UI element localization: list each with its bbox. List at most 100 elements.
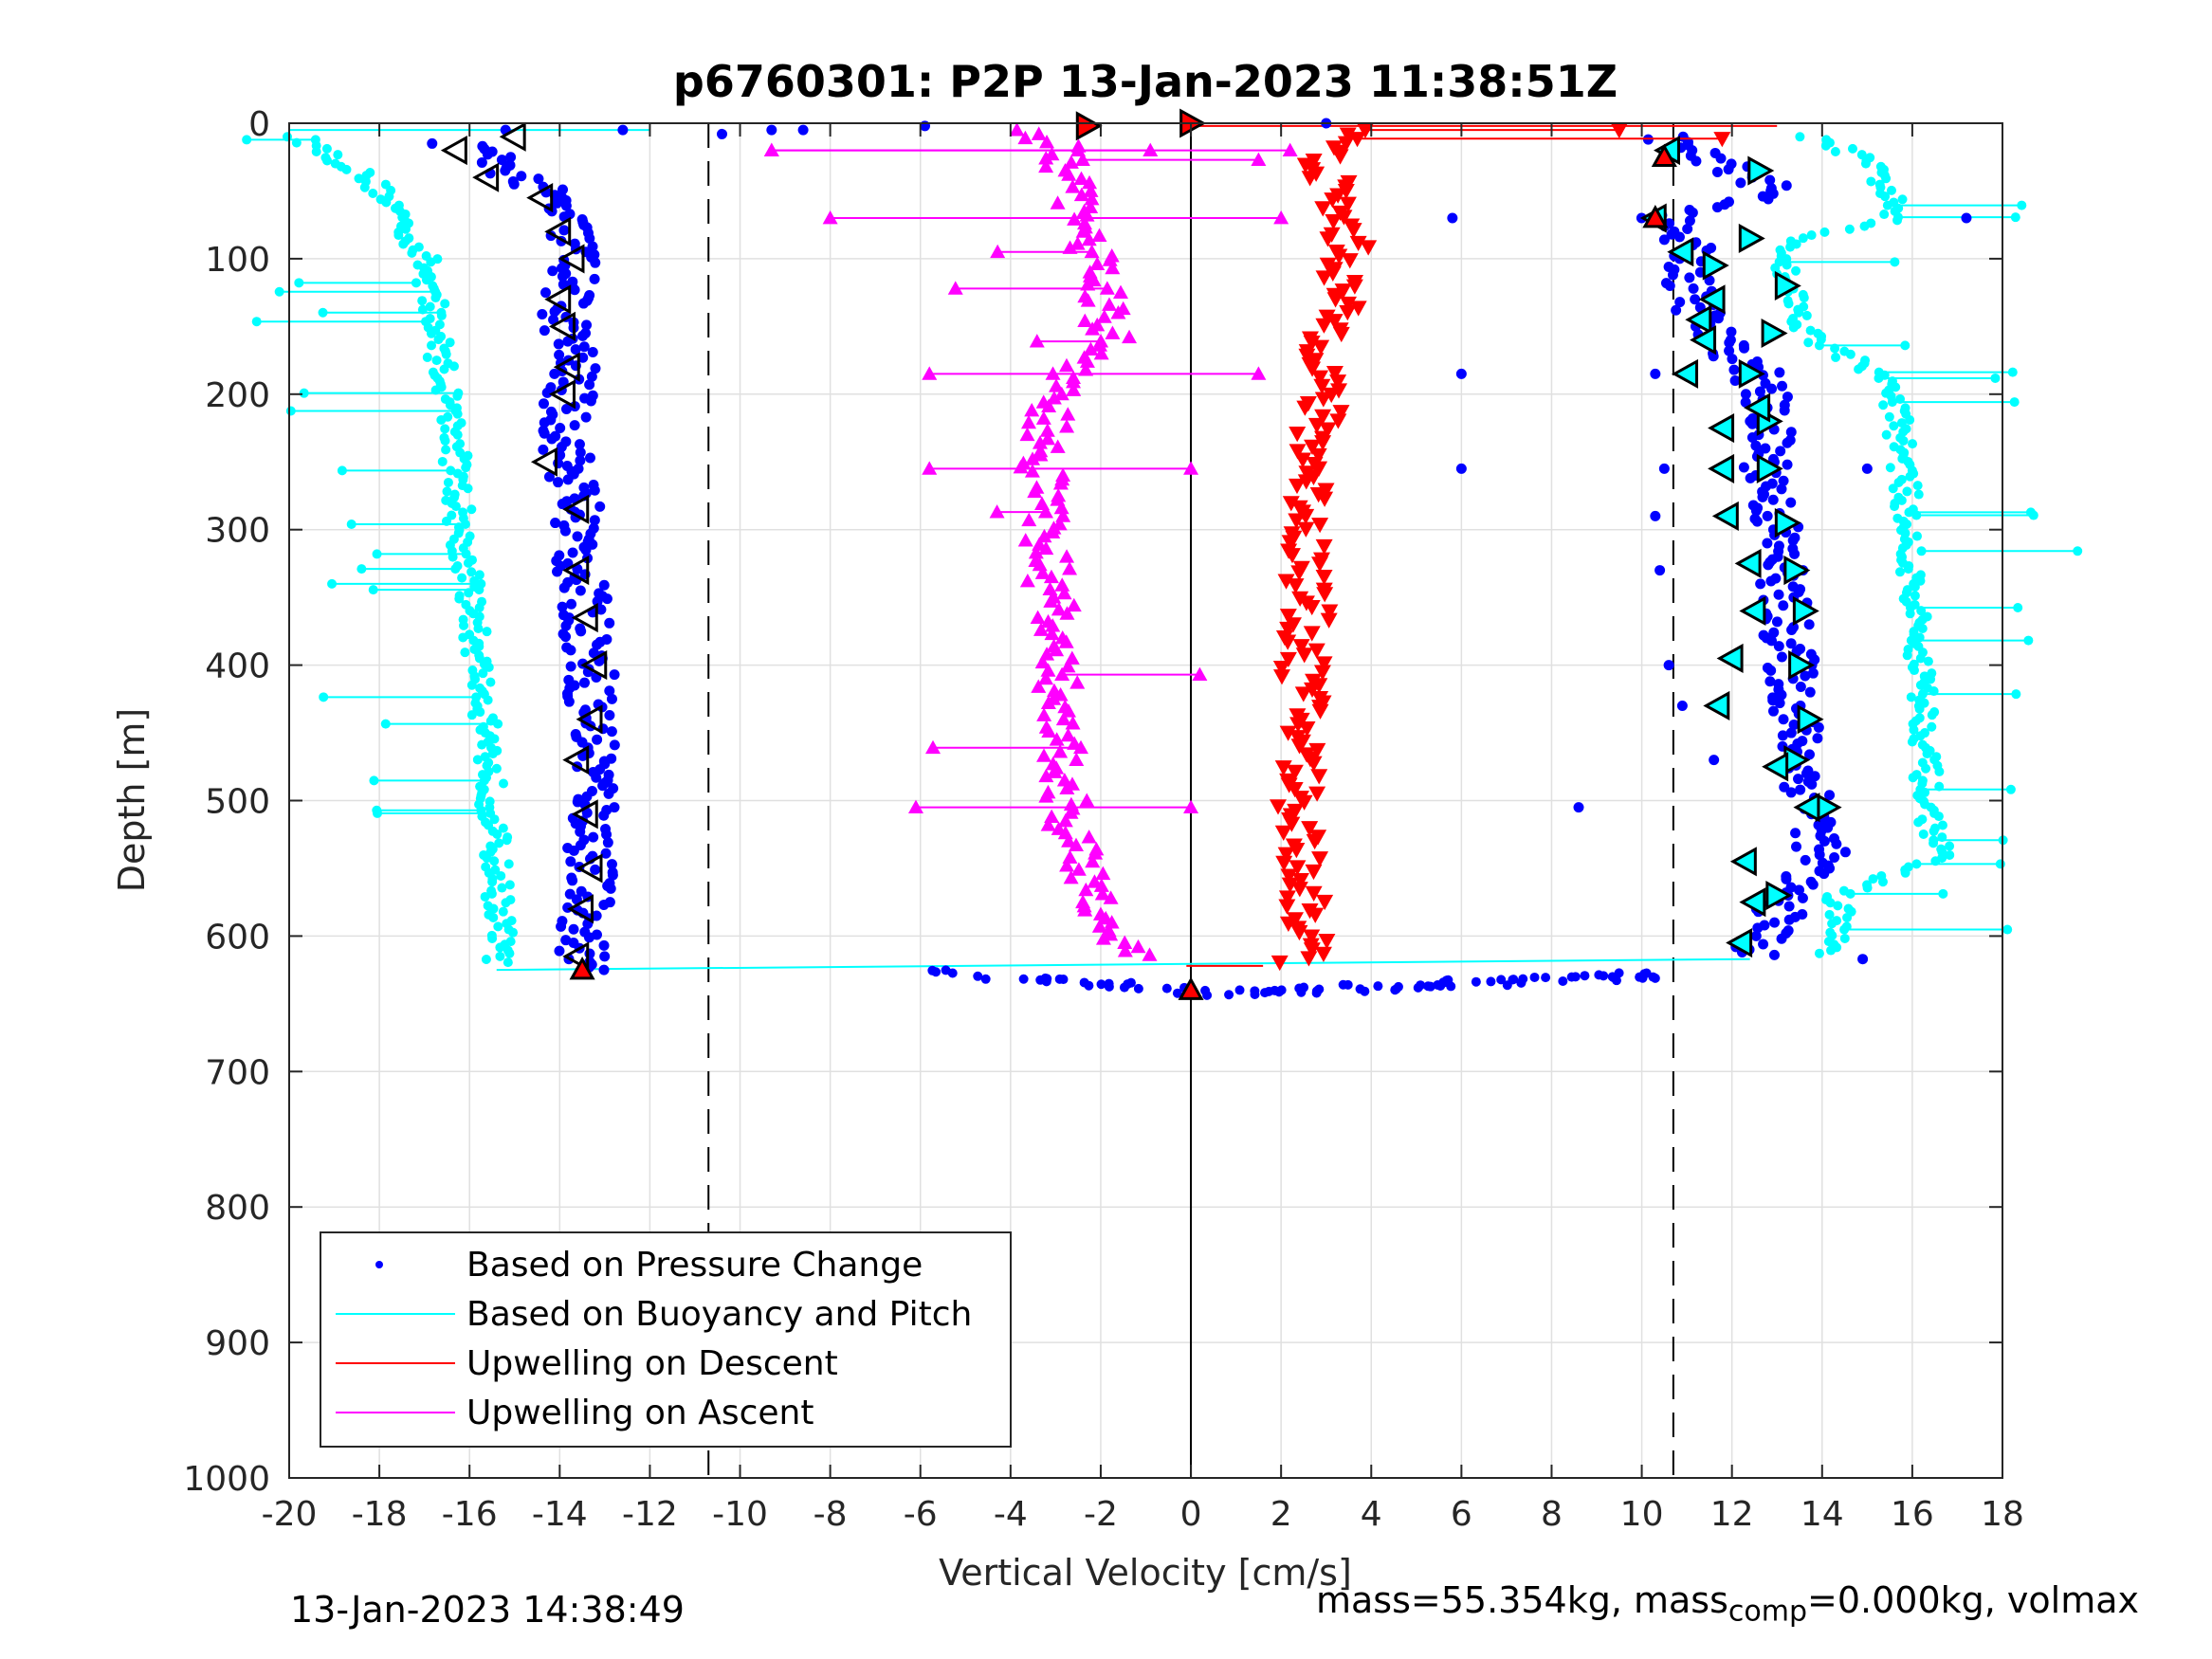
ascent-marker	[1035, 410, 1051, 425]
descent-marker	[1335, 210, 1353, 226]
ascent-marker	[1013, 459, 1029, 474]
buoyancy-point	[498, 906, 508, 917]
ascent-marker	[1059, 780, 1075, 795]
buoyancy-point	[2005, 784, 2016, 794]
ascent-marker	[1068, 837, 1084, 852]
descent-marker	[1277, 574, 1295, 590]
descent-marker	[1303, 626, 1321, 642]
descent-marker	[1325, 213, 1343, 230]
ascent-marker	[925, 739, 941, 755]
pressure-point	[1580, 971, 1590, 981]
ascent-marker	[1017, 130, 1033, 145]
buoyancy-point	[452, 429, 463, 440]
descent-marker	[1311, 370, 1329, 386]
ascent-marker	[1083, 183, 1099, 197]
descent-marker	[1296, 157, 1314, 173]
pressure-point	[1724, 345, 1735, 356]
y-axis-label: Depth [m]	[111, 708, 153, 893]
pressure-point	[1779, 781, 1790, 793]
buoyancy-point	[2017, 200, 2027, 210]
buoyancy-point	[1889, 421, 1899, 431]
open-marker-climb	[1774, 508, 1801, 538]
buoyancy-point	[450, 501, 461, 512]
pressure-point	[1687, 207, 1698, 218]
descent-marker	[1311, 518, 1329, 534]
pressure-point	[717, 128, 728, 139]
descent-marker	[1309, 447, 1327, 465]
pressure-point	[594, 501, 606, 512]
pressure-point	[1797, 892, 1808, 903]
ascent-marker	[1082, 174, 1098, 190]
pressure-point	[1200, 985, 1211, 995]
descent-marker	[1301, 171, 1319, 187]
pressure-point	[1857, 954, 1869, 965]
pressure-point	[1735, 177, 1746, 189]
descent-marker	[1337, 136, 1355, 152]
ascent-marker	[1251, 152, 1267, 166]
descent-marker	[1297, 508, 1315, 525]
buoyancy-point	[337, 465, 347, 476]
ascent-marker	[1081, 830, 1097, 844]
open-marker-climb	[1708, 453, 1735, 483]
pressure-point	[1750, 505, 1762, 517]
legend: Based on Pressure Change Based on Buoyanc…	[320, 1231, 1012, 1448]
x-tick-label: 18	[1981, 1495, 2024, 1534]
ascent-marker	[1113, 284, 1129, 300]
pressure-point	[1776, 933, 1787, 944]
ascent-marker	[1059, 606, 1075, 620]
ascent-marker	[1089, 256, 1106, 271]
ascent-marker	[1046, 391, 1062, 405]
pressure-point	[591, 772, 602, 783]
descent-marker	[1325, 314, 1344, 330]
buoyancy-point	[1907, 737, 1917, 747]
pressure-point	[540, 287, 552, 299]
ascent-marker	[1027, 483, 1043, 499]
pressure-point	[568, 923, 579, 935]
ascent-marker	[1031, 126, 1047, 140]
descent-marker	[1319, 422, 1337, 438]
x-tick-label: -2	[1084, 1495, 1118, 1534]
pressure-point	[580, 411, 592, 423]
pressure-point	[1804, 686, 1816, 698]
pressure-point	[1795, 681, 1806, 692]
buoyancy-point	[1908, 439, 1918, 449]
ascent-marker	[1095, 931, 1111, 945]
pressure-point	[575, 585, 586, 596]
ascent-marker	[1066, 374, 1082, 389]
buoyancy-point	[472, 755, 483, 765]
descent-marker	[1332, 326, 1350, 343]
x-tick-label: -12	[622, 1495, 678, 1534]
buoyancy-point	[291, 137, 302, 148]
pressure-point	[541, 387, 553, 398]
pressure-point	[598, 579, 610, 591]
buoyancy-point	[1910, 591, 1920, 601]
descent-marker	[1307, 643, 1325, 659]
ascent-marker	[1043, 593, 1059, 608]
descent-marker	[1286, 782, 1304, 798]
buoyancy-point	[484, 662, 494, 672]
pressure-point	[552, 566, 563, 577]
descent-marker	[1278, 890, 1296, 906]
ascent-marker	[1105, 260, 1121, 275]
descent-marker	[1349, 235, 1367, 252]
ascent-marker	[1055, 711, 1071, 726]
buoyancy-point	[454, 593, 465, 604]
pressure-point	[1054, 974, 1065, 984]
x-tick-label: 0	[1180, 1495, 1202, 1534]
buoyancy-point	[2010, 212, 2020, 223]
buoyancy-point	[492, 829, 503, 839]
descent-marker	[1277, 847, 1295, 863]
pressure-point	[606, 693, 617, 704]
descent-marker	[1304, 361, 1322, 377]
open-marker-climb	[1783, 556, 1811, 586]
open-marker-climb	[1738, 223, 1765, 254]
ascent-marker	[1009, 122, 1025, 137]
buoyancy-point	[2011, 689, 2021, 700]
pressure-point	[599, 951, 611, 962]
buoyancy-point	[480, 891, 490, 902]
open-marker-climb	[1703, 690, 1730, 721]
pressure-point	[609, 669, 620, 681]
buoyancy-point	[491, 763, 502, 774]
ascent-marker	[1062, 849, 1078, 864]
buoyancy-point	[497, 883, 507, 893]
